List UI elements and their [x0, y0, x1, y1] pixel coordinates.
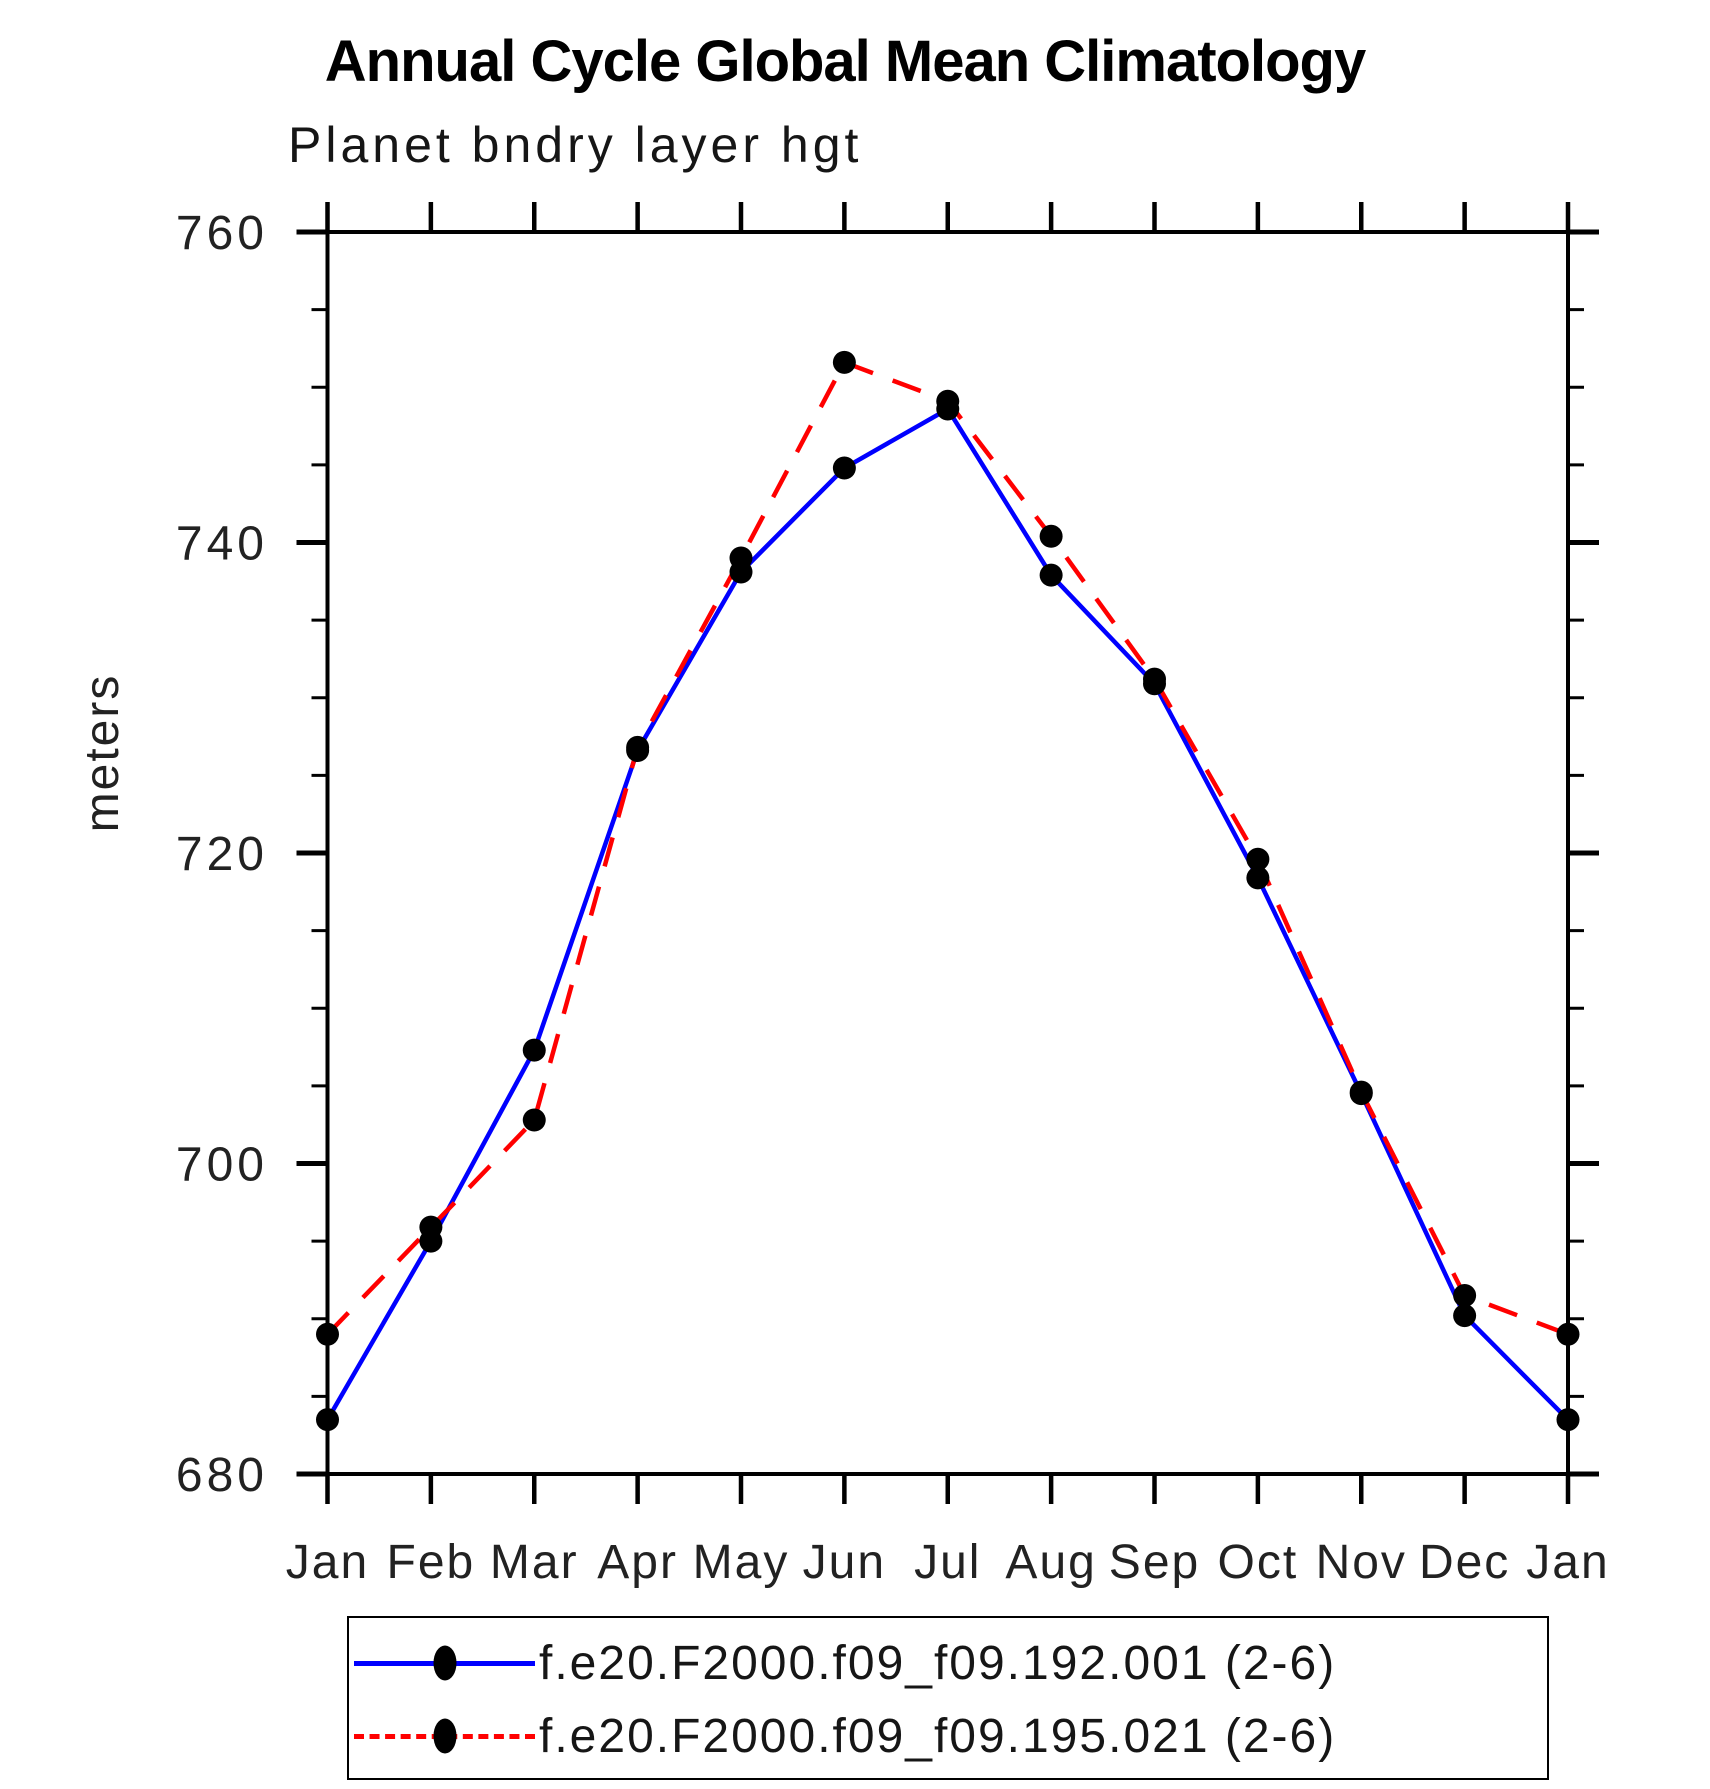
x-axis-tick-label: Mar [490, 1536, 579, 1589]
x-axis-tick-label: Jan [286, 1536, 369, 1589]
data-point-marker [1246, 866, 1270, 890]
x-axis-tick-label: May [693, 1536, 790, 1589]
chart-title: Annual Cycle Global Mean Climatology [324, 29, 1366, 94]
x-axis-tick-label: Apr [597, 1536, 678, 1589]
x-axis-tick-label: Aug [1005, 1536, 1096, 1589]
legend-circle-marker-icon [433, 1718, 456, 1754]
data-point-marker [936, 389, 960, 413]
data-point-marker [316, 1408, 339, 1432]
x-axis-tick-label: Oct [1218, 1536, 1299, 1589]
y-axis-tick-label: 680 [176, 1449, 268, 1502]
y-axis-tick-label: 760 [176, 207, 268, 260]
y-axis-tick-label: 700 [176, 1139, 268, 1192]
data-point-marker [419, 1215, 443, 1239]
data-point-marker [832, 456, 856, 480]
data-point-marker [729, 546, 753, 570]
legend-item-series-1: f.e20.F2000.f09_f09.192.001 (2-6) [349, 1627, 1547, 1700]
legend-box: f.e20.F2000.f09_f09.192.001 (2-6) f.e20.… [347, 1616, 1549, 1780]
data-point-marker [1453, 1304, 1477, 1328]
series-line [325, 359, 1569, 1337]
data-point-marker [316, 1322, 339, 1346]
data-point-marker [1039, 524, 1063, 548]
legend-line-solid-blue [354, 1645, 535, 1681]
x-axis-tick-label: Dec [1419, 1536, 1510, 1589]
data-point-marker [1453, 1283, 1477, 1307]
data-point-marker [522, 1038, 546, 1062]
data-point-marker [1143, 667, 1166, 691]
x-axis-tick-label: Nov [1316, 1536, 1407, 1589]
legend-label-series-1: f.e20.F2000.f09_f09.192.001 (2-6) [539, 1637, 1337, 1690]
x-axis-tick-label: Jul [914, 1536, 981, 1589]
data-point-marker [1246, 847, 1270, 871]
chart-subtitle: Planet bndry layer hgt [288, 117, 863, 173]
data-point-marker [1349, 1080, 1373, 1104]
y-axis-tick-label: 740 [176, 518, 268, 571]
data-point-marker [1039, 563, 1063, 587]
x-axis-tick-label: Jan [1526, 1536, 1609, 1589]
legend-line-dashed-red [354, 1718, 535, 1754]
data-point-marker [522, 1108, 546, 1132]
x-axis-tick-label: Sep [1109, 1536, 1200, 1589]
data-point-marker [832, 350, 856, 374]
legend-item-series-2: f.e20.F2000.f09_f09.195.021 (2-6) [349, 1700, 1547, 1773]
data-point-marker [1556, 1408, 1580, 1432]
legend-circle-marker-icon [433, 1645, 456, 1681]
x-axis-tick-label: Feb [387, 1536, 476, 1589]
y-axis-tick-label: 720 [176, 828, 268, 881]
legend-label-series-2: f.e20.F2000.f09_f09.195.021 (2-6) [539, 1710, 1337, 1763]
data-point-marker [1556, 1322, 1580, 1346]
y-axis-title: meters [76, 674, 129, 833]
series-line [325, 405, 1570, 1422]
x-axis-tick-label: Jun [803, 1536, 886, 1589]
data-point-marker [626, 735, 650, 759]
